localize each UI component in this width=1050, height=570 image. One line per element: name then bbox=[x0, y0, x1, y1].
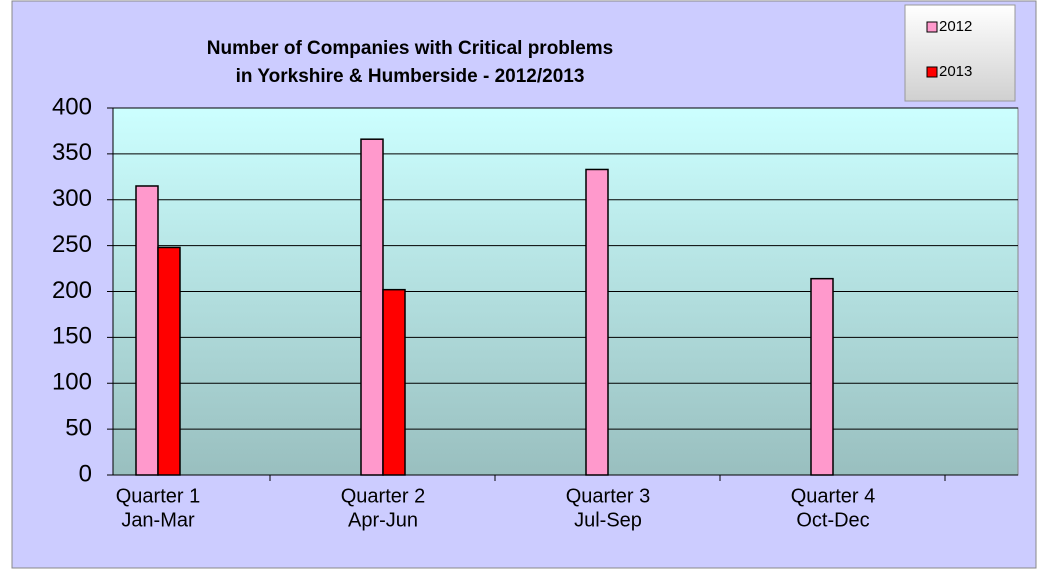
bar bbox=[810, 277, 834, 476]
y-tick-label: 300 bbox=[52, 185, 92, 212]
bar bbox=[157, 246, 181, 476]
y-tick-label: 50 bbox=[65, 414, 92, 441]
x-tick-label: Apr-Jun bbox=[348, 509, 418, 531]
x-tick-label: Quarter 4 bbox=[791, 485, 875, 507]
legend bbox=[904, 4, 1016, 102]
x-tick-label: Oct-Dec bbox=[796, 509, 869, 531]
legend-label: 2013 bbox=[939, 63, 972, 80]
chart-title: Number of Companies with Critical proble… bbox=[207, 38, 613, 59]
x-tick-label: Quarter 3 bbox=[566, 485, 650, 507]
x-tick-label: Jul-Sep bbox=[574, 509, 642, 531]
bar bbox=[382, 288, 406, 476]
y-tick-label: 0 bbox=[79, 460, 92, 487]
legend-label: 2012 bbox=[939, 18, 972, 35]
y-tick-label: 200 bbox=[52, 277, 92, 304]
y-tick-label: 100 bbox=[52, 369, 92, 396]
bar bbox=[585, 168, 609, 476]
y-tick-label: 150 bbox=[52, 323, 92, 350]
legend-box bbox=[904, 4, 1016, 102]
x-tick-label: Jan-Mar bbox=[121, 509, 195, 531]
chart-title: in Yorkshire & Humberside - 2012/2013 bbox=[236, 66, 585, 87]
y-tick-label: 250 bbox=[52, 231, 92, 258]
bar bbox=[135, 185, 159, 476]
legend-swatch bbox=[926, 66, 938, 78]
bar bbox=[360, 138, 384, 476]
legend-swatch bbox=[926, 21, 938, 33]
y-tick-label: 350 bbox=[52, 139, 92, 166]
y-tick-label: 400 bbox=[52, 93, 92, 120]
x-tick-label: Quarter 2 bbox=[341, 485, 425, 507]
x-tick-label: Quarter 1 bbox=[116, 485, 200, 507]
